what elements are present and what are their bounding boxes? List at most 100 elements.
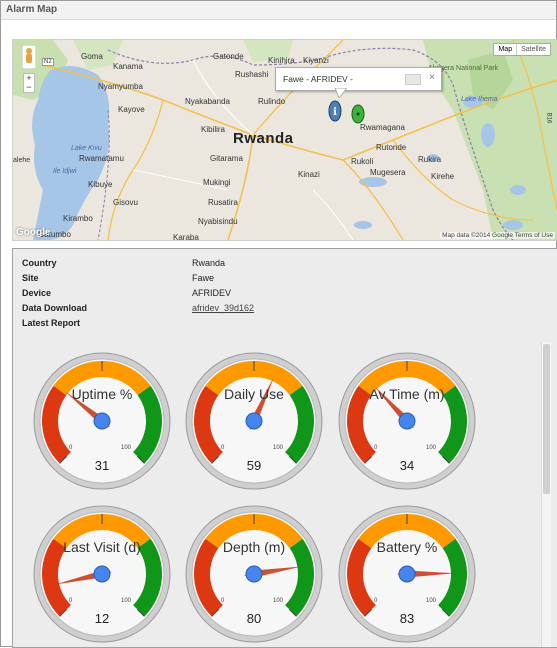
gauge-orange-band [205,514,303,549]
gauge-max-label: 100 [273,445,284,451]
gauge-green-band [133,385,162,464]
gauge-depth: Depth (m) 0 100 80 [184,504,324,644]
map-place: Kayove [118,105,145,114]
gauge-hub [93,412,111,430]
map-place: Rwamatamu [79,154,124,163]
gauge-red-band [42,385,71,464]
site-marker-icon[interactable] [351,104,365,126]
gauge-min-label: 0 [221,598,225,604]
gauge-red-band [347,538,376,617]
info-label: Country [22,258,57,268]
gauge-label: Av Time (m) [369,386,445,402]
map-place: Kibilira [201,125,226,134]
info-label: Data Download [22,303,88,313]
info-label: Latest Report [22,318,81,328]
map-type-control: Map Satellite [493,43,551,56]
gauge-tick [289,609,297,617]
gauge-label: Battery % [376,539,438,555]
gauge-value: 80 [246,611,262,626]
info-window-image [405,74,421,85]
gauge-green-band [438,385,467,464]
gauge-hub [93,565,111,583]
info-value: Rwanda [192,258,226,268]
gauge-battery: Battery % 0 100 83 [337,504,477,644]
gauge-tick [364,609,372,617]
data-download-link[interactable]: afridev_39d162 [192,303,255,313]
gauge-min-label: 0 [374,445,378,451]
zoom-out-button[interactable]: − [26,82,32,92]
map-place: alehe [13,157,31,164]
gauge-label: Uptime % [71,386,133,402]
gauge-tick [59,609,67,617]
gauge-green-band [285,385,314,464]
gauge-tick [211,609,219,617]
gauge-hub [245,565,263,583]
gauge-tick [137,609,145,617]
map-country-label: Rwanda [233,130,294,147]
gauge-orange-band [358,361,456,396]
map-place: Nyakabanda [185,97,230,106]
map-place: Rulindo [258,97,286,106]
map-place: Gisovu [113,198,138,207]
map-place: Karaba [173,233,199,241]
map-place: Rushashi [235,70,269,79]
map-place: Kinihira [268,56,295,65]
gauge-hub-layer [398,565,416,583]
gauge-tick [289,456,297,464]
gauge-max-label: 100 [426,445,437,451]
gauge-red-band [42,538,71,617]
scrollbar-thumb[interactable] [543,344,550,494]
gauge-tick [59,456,67,464]
map-type-map-button[interactable]: Map [498,46,513,53]
map-lake-label: Lake Ihema [461,96,498,103]
gauge-orange-band [205,361,303,396]
gauge-value: 12 [94,611,110,626]
info-value: Fawe [192,273,215,283]
gauge-label: Depth (m) [222,539,286,555]
map-place: Mukingi [203,178,231,187]
map-place: Rutonde [376,143,407,152]
gauge-hub [398,412,416,430]
street-view-pegman-icon[interactable] [22,45,36,69]
info-value: AFRIDEV [192,288,232,298]
zoom-in-button[interactable]: + [26,73,32,83]
map-type-satellite-button[interactable]: Satellite [516,44,550,55]
info-label: Device [22,288,52,298]
gauge-daily-use: Daily Use 0 100 59 [184,351,324,491]
map-view[interactable]: Goma Kanama Gatonde Kinihira Kiyanzi Nya… [12,39,557,241]
gauge-max-label: 100 [121,445,132,451]
map-place: Kirehe [431,172,455,181]
map-place: Rusatira [208,198,238,207]
gauge-hub-layer [245,565,263,583]
map-park-label: Akagera National Park [428,65,499,72]
gauge-value: 59 [246,458,262,473]
map-place: Kibuye [88,180,113,189]
map-place: Nyamyumba [98,82,143,91]
gauge-hub [398,565,416,583]
gauge-last-visit: Last Visit (d) 0 100 12 [32,504,172,644]
info-window-close-icon[interactable]: × [429,72,435,83]
gauge-label: Last Visit (d) [63,539,141,555]
gauge-min-label: 0 [69,445,73,451]
map-place: Kanama [113,62,143,71]
map-place: Gatonde [213,52,244,61]
gauge-green-band [285,538,314,617]
gauge-red-band [194,385,223,464]
gauge-tick [442,609,450,617]
info-window-pointer [335,88,347,98]
map-info-window: Fawe - AFRIDEV - × [275,67,442,91]
gauge-tick [137,456,145,464]
gauge-value: 34 [399,458,415,473]
vertical-scrollbar[interactable] [541,342,551,647]
info-marker-icon[interactable]: i [327,100,343,124]
map-place: Mugesera [370,168,406,177]
svg-text:i: i [333,107,337,118]
gauge-uptime: Uptime % 0 100 31 [32,351,172,491]
map-place: Kinazi [298,170,320,179]
map-attribution: Map data ©2014 Google Terms of Use [440,232,555,239]
zoom-control: + − [23,73,35,93]
info-window-title: Fawe - AFRIDEV - [283,74,353,84]
gauge-max-label: 100 [273,598,284,604]
gauge-orange-band [53,361,151,396]
